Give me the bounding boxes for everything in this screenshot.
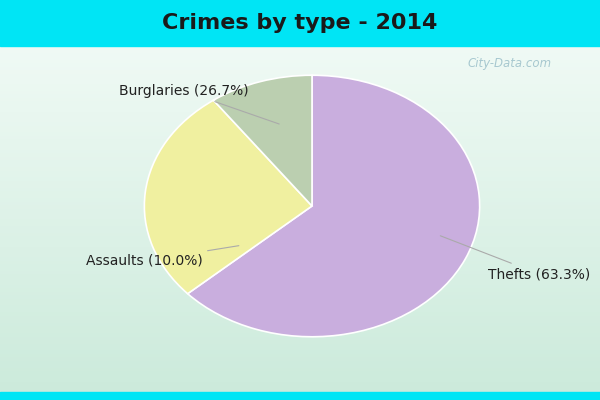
Wedge shape bbox=[145, 100, 312, 294]
Bar bbox=[0, 392, 600, 400]
Wedge shape bbox=[188, 75, 479, 337]
Bar bbox=[0, 0, 600, 46]
Text: Burglaries (26.7%): Burglaries (26.7%) bbox=[119, 84, 279, 124]
Wedge shape bbox=[214, 75, 312, 206]
Text: Thefts (63.3%): Thefts (63.3%) bbox=[440, 236, 590, 281]
Text: City-Data.com: City-Data.com bbox=[468, 58, 552, 70]
Text: Assaults (10.0%): Assaults (10.0%) bbox=[86, 246, 239, 268]
Text: Crimes by type - 2014: Crimes by type - 2014 bbox=[163, 13, 437, 33]
